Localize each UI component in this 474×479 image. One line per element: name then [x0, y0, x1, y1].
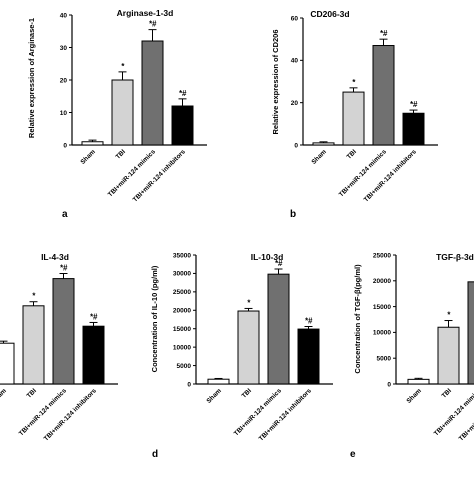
- panel-label: a: [62, 209, 68, 220]
- bar: [297, 328, 320, 385]
- significance-label: *#: [380, 29, 388, 38]
- significance-label: *#: [60, 264, 68, 273]
- category-label: TBI: [346, 148, 358, 160]
- chart-title: IL-4-3d: [41, 252, 69, 262]
- y-tick-label: 5000: [177, 363, 192, 370]
- y-tick-label: 25000: [373, 252, 391, 259]
- y-tick-label: 0: [63, 142, 67, 149]
- y-tick-label: 60: [291, 15, 299, 22]
- bar: [372, 45, 395, 146]
- chart-title: TGF-β-3d: [436, 252, 474, 262]
- bar: [467, 281, 474, 385]
- category-label: Sham: [79, 148, 97, 166]
- category-label: TBI+miR-124 inhibitors: [132, 148, 187, 203]
- y-tick-label: 40: [291, 58, 299, 65]
- y-tick-label: 35000: [173, 252, 191, 259]
- bar: [207, 378, 230, 385]
- bar: [437, 326, 460, 385]
- bar: [267, 273, 290, 385]
- chart-panel-3: Sham*TBI*#TBI+miR-124 mimics*#TBI+miR-12…: [0, 252, 118, 443]
- significance-label: *#: [275, 259, 283, 268]
- y-tick-label: 15000: [173, 326, 191, 333]
- category-label: TBI+miR-124 inhibitors: [258, 387, 313, 442]
- significance-label: *#: [149, 20, 157, 29]
- category-label: TBI: [115, 148, 127, 160]
- y-tick-label: 30000: [173, 271, 191, 278]
- y-axis-label: Concentration of TGF-β(pg/ml): [353, 264, 362, 374]
- y-tick-label: 0: [294, 142, 298, 149]
- category-label: Sham: [205, 387, 223, 405]
- significance-label: *#: [179, 89, 187, 98]
- category-label: TBI+miR-124 inhibitors: [363, 148, 418, 203]
- y-tick-label: 10000: [173, 344, 191, 351]
- chart-panel-4: 0 5000 10000 15000 20000 25000 30000 35000 Sham *…: [150, 252, 333, 460]
- bar: [407, 378, 430, 385]
- y-tick-label: 5000: [377, 356, 392, 363]
- bar: [81, 141, 104, 146]
- category-label: TBI+miR-124 inhibitors: [43, 387, 98, 442]
- bar: [141, 40, 164, 146]
- bar: [402, 112, 425, 146]
- chart-title: CD206-3d: [310, 9, 349, 19]
- y-tick-label: 30: [60, 45, 68, 52]
- panel-label: b: [290, 209, 296, 220]
- significance-label: *#: [305, 317, 313, 326]
- y-tick-label: 10000: [373, 330, 391, 337]
- category-label: Sham: [0, 387, 8, 405]
- bar: [22, 305, 45, 385]
- bar: [52, 278, 75, 385]
- chart-title: Arginase-1-3d: [117, 8, 174, 18]
- panel-label: d: [152, 449, 158, 460]
- bar: [237, 310, 260, 385]
- significance-label: *#: [410, 100, 418, 109]
- y-tick-label: 20: [60, 77, 68, 84]
- y-tick-label: 40: [60, 12, 68, 19]
- significance-label: *: [32, 292, 36, 301]
- category-label: TBI: [26, 387, 38, 399]
- y-tick-label: 20000: [173, 308, 191, 315]
- significance-label: *: [121, 62, 125, 71]
- y-tick-label: 20: [291, 100, 299, 107]
- panel-label: e: [350, 449, 356, 460]
- category-label: TBI: [441, 387, 453, 399]
- significance-label: *: [447, 311, 451, 320]
- y-tick-label: 0: [387, 381, 391, 388]
- y-tick-label: 20000: [373, 278, 391, 285]
- y-tick-label: 25000: [173, 289, 191, 296]
- bar: [0, 342, 15, 385]
- y-tick-label: 0: [187, 381, 191, 388]
- y-axis-label: Relative expression of Arginase-1: [27, 18, 36, 138]
- chart-title: IL-10-3d: [251, 252, 284, 262]
- significance-label: *#: [90, 312, 98, 321]
- category-label: Sham: [310, 148, 328, 166]
- chart-panel-5: 0500010000150002000025000Sham*TBI*#TBI+m…: [350, 252, 474, 460]
- category-label: TBI: [241, 387, 253, 399]
- y-axis-label: Relative expression of CD206: [271, 29, 280, 134]
- y-tick-label: 15000: [373, 304, 391, 311]
- significance-label: *: [247, 298, 251, 307]
- significance-label: *: [352, 78, 356, 87]
- y-axis-label: Concentration of IL-10 (pg/ml): [150, 265, 159, 372]
- bar: [111, 79, 134, 146]
- bar: [171, 105, 194, 146]
- bar: [342, 91, 365, 146]
- bar: [82, 325, 105, 385]
- y-tick-label: 10: [60, 110, 68, 117]
- category-label: Sham: [405, 387, 423, 405]
- bar: [312, 142, 335, 146]
